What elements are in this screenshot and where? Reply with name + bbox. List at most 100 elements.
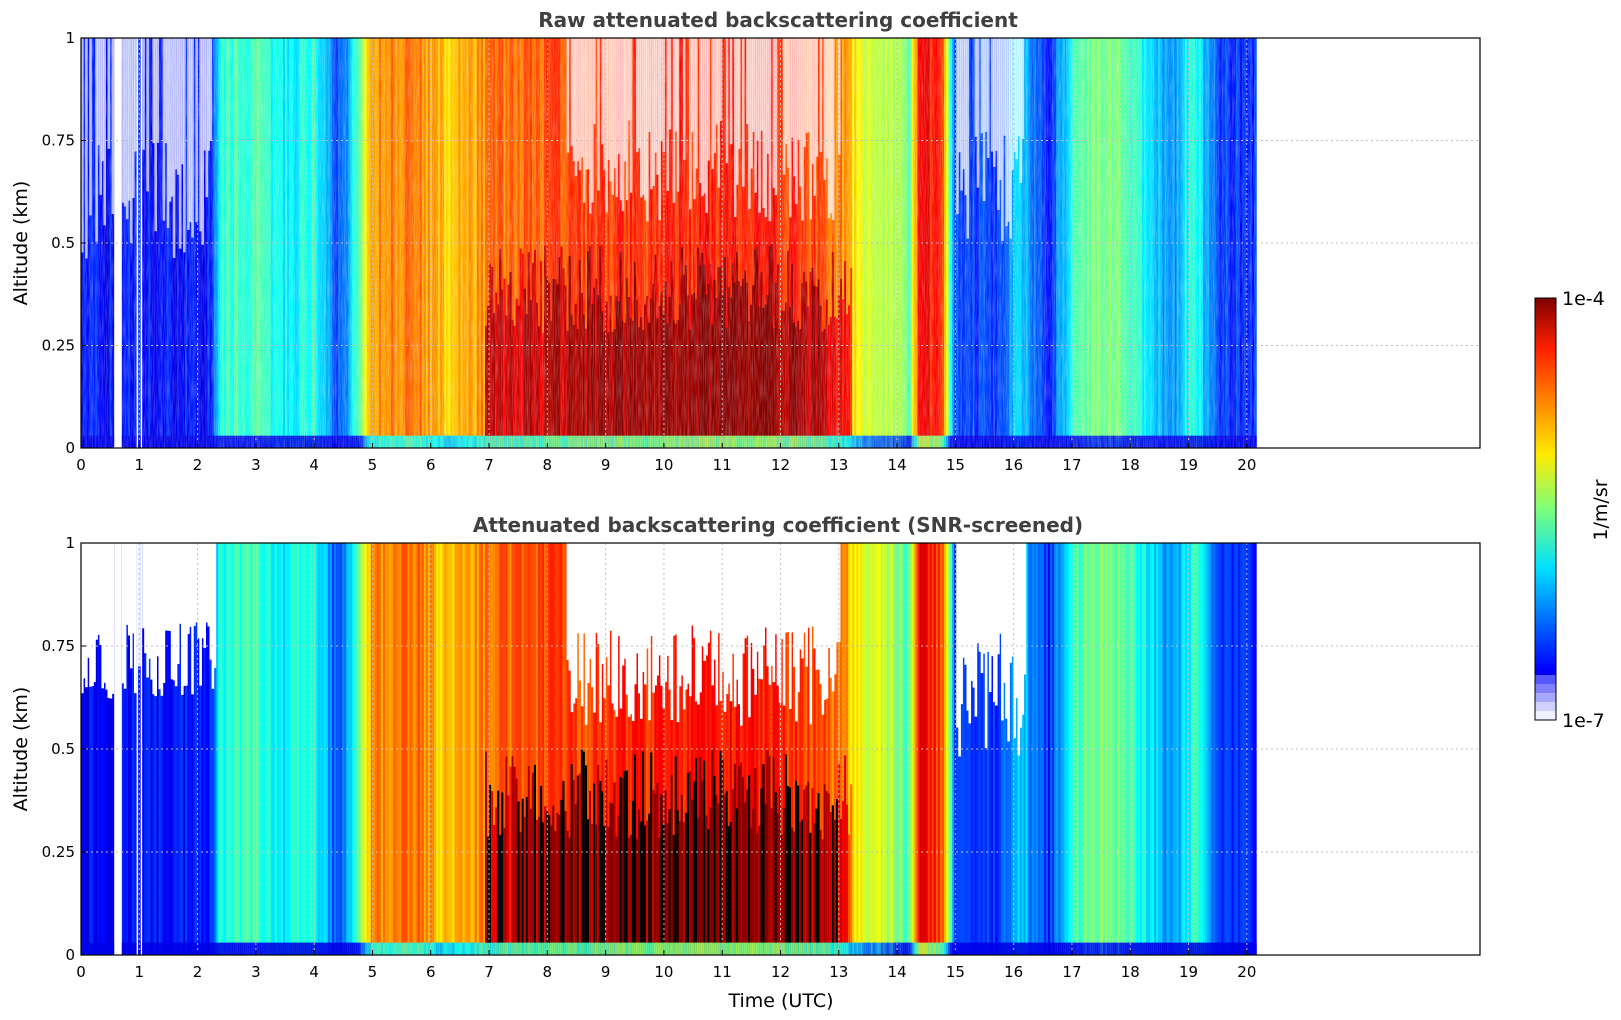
heatmap-column: [423, 543, 427, 955]
heatmap-column: [172, 543, 176, 955]
surface-layer-cell: [846, 942, 849, 956]
surface-layer-cell: [266, 942, 270, 956]
boundary-layer-cell: [640, 821, 643, 956]
heatmap-column: [1182, 543, 1186, 955]
sparse-signal-cell: [709, 543, 712, 631]
boundary-layer-cell: [846, 804, 849, 955]
heatmap-column: [554, 543, 557, 955]
boundary-layer-cell: [766, 750, 770, 955]
sparse-signal-cell: [601, 543, 604, 664]
heatmap-column: [227, 543, 231, 955]
heatmap-column: [538, 543, 541, 955]
boundary-layer-cell: [672, 835, 676, 955]
sparse-signal-cell: [678, 543, 682, 687]
sparse-signal-cell: [666, 543, 670, 656]
heatmap-column: [482, 543, 486, 955]
surface-layer-cell: [917, 942, 921, 956]
heatmap-column: [737, 543, 741, 955]
boundary-layer-cell: [544, 806, 547, 955]
boundary-layer-cell: [574, 804, 578, 955]
boundary-layer-cell: [709, 807, 712, 956]
boundary-layer-cell: [778, 786, 782, 956]
boundary-layer-cell: [670, 774, 674, 956]
surface-layer-cell: [1054, 942, 1057, 956]
heatmap-column: [1099, 543, 1102, 955]
heatmap-column: [372, 543, 376, 955]
sparse-signal-cell: [982, 543, 986, 654]
surface-layer-cell: [189, 942, 192, 956]
boundary-layer-cell: [646, 820, 649, 956]
surface-layer-cell: [903, 942, 906, 956]
surface-layer-cell: [162, 942, 166, 956]
boundary-layer-cell: [542, 822, 545, 955]
surface-layer-cell: [791, 942, 794, 956]
surface-layer-cell: [670, 942, 674, 956]
surface-layer-cell: [1086, 942, 1090, 956]
surface-layer-cell: [278, 942, 282, 956]
heatmap-column: [862, 543, 865, 955]
heatmap-column: [672, 543, 676, 955]
surface-layer-cell: [533, 942, 537, 956]
surface-layer-cell: [1035, 942, 1039, 956]
surface-layer-cell: [1129, 942, 1133, 956]
surface-layer-cell: [1209, 942, 1212, 956]
surface-layer-cell: [695, 942, 698, 956]
surface-layer-cell: [597, 942, 600, 956]
sparse-signal-cell: [105, 543, 109, 690]
heatmap-column: [913, 543, 916, 955]
sparse-signal-cell: [97, 543, 100, 635]
sparse-signal-cell: [160, 543, 164, 696]
heatmap-column: [427, 543, 431, 955]
surface-layer-cell: [848, 942, 851, 956]
heatmap-column: [1023, 543, 1027, 955]
boundary-layer-cell: [558, 815, 561, 955]
heatmap-column: [352, 543, 355, 955]
sparse-signal-cell: [999, 543, 1002, 634]
surface-layer-cell: [589, 942, 592, 956]
surface-layer-cell: [1176, 942, 1180, 956]
boundary-layer-cell: [527, 765, 531, 955]
surface-layer-cell: [436, 942, 439, 956]
surface-layer-cell: [1050, 942, 1053, 956]
surface-layer-cell: [693, 942, 696, 956]
surface-layer-cell: [270, 942, 274, 956]
heatmap-column: [819, 543, 823, 955]
surface-layer-cell: [560, 942, 563, 956]
sparse-signal-cell: [164, 543, 168, 631]
sparse-signal-cell: [746, 543, 749, 636]
boundary-layer-cell: [642, 751, 645, 956]
surface-layer-cell: [976, 942, 980, 956]
surface-layer-cell: [699, 942, 702, 956]
surface-layer-cell: [1121, 942, 1125, 956]
heatmap-column: [817, 543, 821, 955]
x-tick-label: 14: [888, 456, 907, 474]
surface-layer-cell: [1080, 942, 1084, 956]
sparse-signal-cell: [609, 543, 612, 631]
sparse-signal-cell: [95, 543, 98, 640]
surface-layer-cell: [146, 942, 149, 956]
heatmap-column: [183, 543, 186, 955]
heatmap-column: [364, 543, 368, 955]
surface-layer-cell: [1184, 942, 1188, 956]
heatmap-column: [1213, 543, 1216, 955]
x-tick-label: 4: [309, 963, 319, 981]
surface-layer-cell: [1031, 942, 1035, 956]
heatmap-column: [782, 543, 786, 955]
sparse-signal-cell: [1013, 543, 1016, 738]
heatmap-column: [1041, 543, 1045, 955]
boundary-layer-cell: [772, 757, 776, 955]
surface-layer-cell: [321, 942, 325, 956]
heatmap-column: [1168, 543, 1171, 955]
surface-layer-cell: [421, 942, 425, 956]
surface-layer-cell: [130, 942, 133, 956]
surface-layer-cell: [205, 942, 209, 956]
surface-layer-cell: [568, 942, 572, 956]
boundary-layer-cell: [564, 811, 568, 956]
surface-layer-cell: [880, 942, 884, 956]
boundary-layer-cell: [507, 795, 510, 956]
bottom-panel-title: Attenuated backscattering coefficient (S…: [473, 513, 1083, 537]
surface-layer-cell: [733, 942, 737, 956]
surface-layer-cell: [470, 942, 474, 956]
surface-layer-cell: [1021, 942, 1025, 956]
surface-layer-cell: [746, 942, 749, 956]
